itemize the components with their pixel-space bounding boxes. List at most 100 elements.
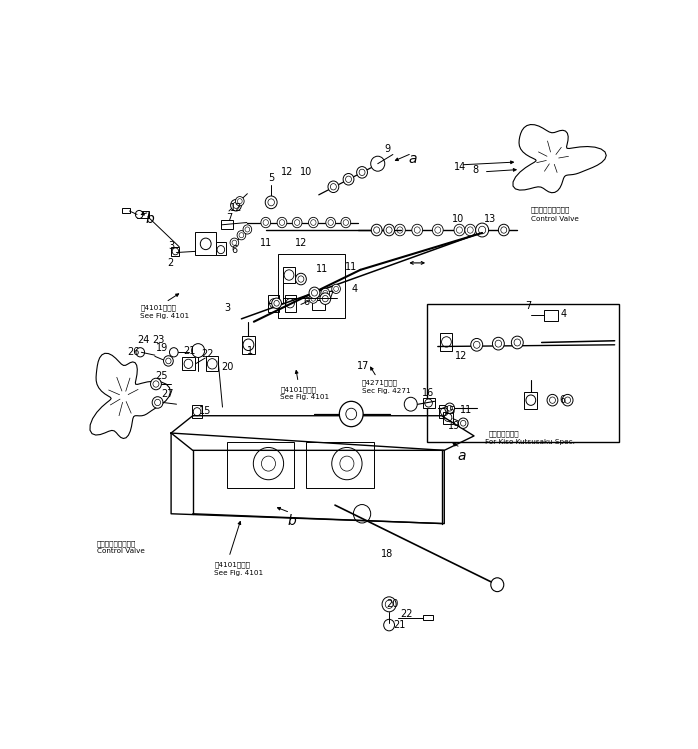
Text: 20: 20: [387, 599, 399, 610]
Bar: [137, 211, 149, 218]
Text: 基礎掘削仕様用: 基礎掘削仕様用: [489, 430, 519, 437]
Text: コントロールバルブ: コントロールバルブ: [530, 207, 570, 213]
Bar: [182, 357, 195, 370]
Circle shape: [384, 224, 394, 236]
Text: 22: 22: [201, 349, 214, 359]
Circle shape: [230, 199, 242, 211]
Circle shape: [237, 231, 246, 240]
Text: 19: 19: [448, 420, 460, 431]
Text: 第4101図参照
See Fig. 4101: 第4101図参照 See Fig. 4101: [281, 386, 329, 401]
Text: コントロールバルブ: コントロールバルブ: [97, 541, 136, 548]
Text: 21: 21: [394, 620, 406, 630]
Text: 11: 11: [345, 262, 357, 272]
Bar: [221, 220, 233, 229]
Circle shape: [412, 224, 423, 236]
Text: 23: 23: [152, 336, 165, 345]
Text: 25: 25: [156, 371, 168, 381]
Bar: [439, 405, 450, 418]
Text: 11: 11: [460, 405, 472, 415]
Bar: [283, 267, 295, 283]
Bar: [423, 615, 433, 620]
Text: b: b: [288, 515, 296, 528]
Bar: [427, 304, 619, 442]
Bar: [171, 246, 179, 256]
Circle shape: [272, 298, 281, 309]
Polygon shape: [90, 354, 170, 438]
Circle shape: [261, 217, 271, 228]
Text: 7: 7: [525, 301, 531, 311]
Circle shape: [343, 174, 354, 185]
Circle shape: [371, 157, 385, 172]
Text: 10: 10: [452, 214, 464, 224]
Circle shape: [382, 597, 396, 612]
Circle shape: [562, 395, 573, 406]
Text: 24: 24: [137, 336, 149, 345]
Circle shape: [492, 337, 505, 350]
Text: 第4101図参照
See Fig. 4101: 第4101図参照 See Fig. 4101: [140, 304, 189, 318]
Circle shape: [445, 403, 454, 413]
Text: 20: 20: [222, 362, 234, 372]
Bar: [242, 336, 255, 354]
Circle shape: [454, 224, 465, 236]
Text: 4: 4: [351, 284, 357, 294]
Text: 3: 3: [224, 303, 230, 313]
Circle shape: [230, 238, 239, 247]
Circle shape: [309, 287, 320, 299]
Text: 27: 27: [161, 389, 174, 399]
Bar: [216, 242, 225, 255]
Circle shape: [295, 273, 306, 285]
Circle shape: [498, 224, 510, 236]
Text: a: a: [457, 449, 466, 463]
Text: 1: 1: [246, 345, 253, 356]
Text: 10: 10: [300, 167, 313, 177]
Circle shape: [326, 217, 336, 228]
Circle shape: [432, 224, 443, 236]
Text: Control Valve: Control Valve: [97, 548, 145, 554]
Text: 第4271図参照
Sec Fig. 4271: 第4271図参照 Sec Fig. 4271: [362, 380, 410, 393]
Circle shape: [404, 397, 417, 411]
Text: 第4101図参照
See Fig. 4101: 第4101図参照 See Fig. 4101: [214, 562, 264, 576]
Circle shape: [309, 217, 318, 228]
Bar: [285, 294, 295, 312]
Bar: [306, 442, 374, 488]
Circle shape: [135, 210, 143, 219]
Text: 7: 7: [226, 213, 232, 223]
Circle shape: [339, 401, 363, 427]
Circle shape: [170, 348, 178, 357]
Bar: [192, 405, 202, 418]
Bar: [122, 208, 130, 213]
Circle shape: [547, 395, 558, 406]
Text: 7: 7: [327, 291, 334, 301]
Bar: [440, 333, 452, 351]
Text: 18: 18: [381, 549, 394, 560]
Text: 6: 6: [231, 245, 237, 255]
Circle shape: [357, 166, 367, 178]
Text: 8: 8: [473, 165, 479, 175]
Circle shape: [341, 217, 350, 228]
Bar: [423, 398, 435, 408]
Circle shape: [163, 356, 173, 366]
Circle shape: [292, 217, 302, 228]
Bar: [195, 232, 216, 255]
Circle shape: [491, 577, 504, 592]
Text: 3: 3: [168, 240, 174, 251]
Circle shape: [512, 336, 524, 349]
Bar: [269, 294, 279, 312]
Bar: [524, 392, 537, 409]
Circle shape: [320, 293, 331, 304]
Text: 12: 12: [281, 167, 294, 177]
Text: 15: 15: [199, 405, 211, 416]
Circle shape: [475, 223, 489, 237]
Text: For Kiso Kutsusaku Spec.: For Kiso Kutsusaku Spec.: [485, 439, 574, 445]
Text: 17: 17: [357, 360, 369, 371]
Circle shape: [328, 181, 339, 192]
Text: 11: 11: [260, 237, 272, 248]
Text: 22: 22: [400, 608, 413, 619]
Circle shape: [265, 196, 277, 209]
Text: 16: 16: [422, 388, 434, 398]
Text: 11: 11: [316, 264, 329, 273]
Text: 4: 4: [560, 309, 566, 318]
Bar: [443, 412, 453, 425]
Text: 6: 6: [559, 395, 565, 405]
Circle shape: [152, 397, 163, 408]
